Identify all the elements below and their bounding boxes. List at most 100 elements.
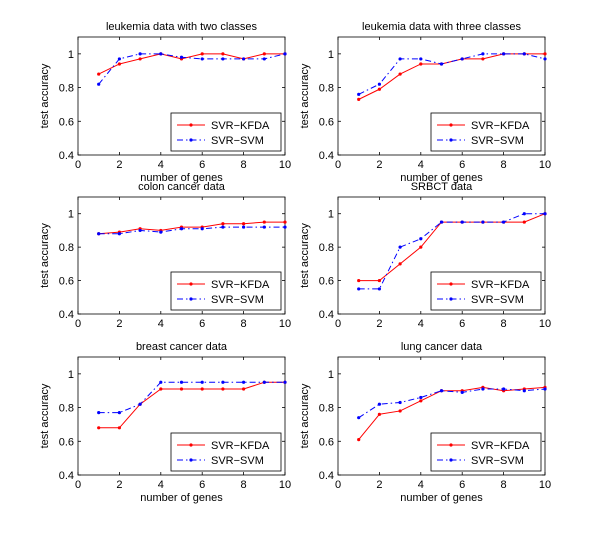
x-axis-label: number of genes [140,492,223,504]
legend-marker [189,123,193,127]
legend-marker [449,138,453,142]
axes-frame [77,356,286,476]
data-point [460,220,464,224]
x-tick-label: 0 [75,318,81,330]
y-tick-label: 1 [68,49,74,61]
y-tick-label: 0.4 [319,309,334,321]
legend-marker [449,297,453,301]
data-point [262,220,266,224]
legend-label: SVR−SVM [211,294,264,306]
x-tick-label: 0 [75,159,81,171]
y-tick-label: 0.4 [59,309,74,321]
data-point [502,387,506,391]
data-point [97,82,101,86]
y-tick-label: 1 [68,369,74,381]
data-point [200,387,204,391]
x-tick-label: 8 [241,159,247,171]
legend-marker [189,443,193,447]
legend-box [430,112,542,152]
legend-label: SVR−KFDA [471,279,530,291]
x-tick-label: 4 [418,479,424,491]
legend-marker [189,138,193,142]
data-point [117,232,121,236]
data-point [221,57,225,61]
data-point [481,387,485,391]
x-tick-label: 4 [418,318,424,330]
data-point [419,57,423,61]
series-line-svr-svm [358,213,545,290]
data-point [242,380,246,384]
series-line-svr-kfda [98,221,285,235]
x-tick-label: 2 [116,318,122,330]
data-point [398,245,402,249]
y-tick-label: 0.8 [59,403,74,415]
series-line-svr-svm [358,388,546,419]
data-point [357,287,361,291]
data-point [117,411,121,415]
y-tick-label: 1 [328,209,334,221]
y-tick-label: 0.6 [319,436,334,448]
legend-label: SVR−KFDA [211,440,270,452]
x-tick-label: 10 [279,479,291,491]
series-line-svr-svm [98,53,286,85]
y-tick-label: 0.6 [59,436,74,448]
data-point [262,380,266,384]
data-point [481,220,485,224]
data-point [283,220,287,224]
data-point [357,416,361,420]
data-point [117,426,121,430]
x-tick-label: 4 [158,318,164,330]
y-axis-label: test accuracy [299,63,311,128]
subplot-6: 0 2 4 6 8 10 0.4 0.6 0.8 1 lung cancer data number … [299,341,551,504]
data-point [419,62,423,66]
y-tick-label: 0.6 [59,276,74,288]
y-tick-label: 1 [328,49,334,61]
x-axis-label: number of genes [140,172,223,184]
data-point [377,412,381,416]
y-tick-label: 0.4 [59,470,74,482]
legend-label: SVR−SVM [211,455,264,467]
chart-title: breast cancer data [136,341,228,353]
y-tick-label: 0.8 [59,242,74,254]
data-point [262,57,266,61]
y-axis-label: test accuracy [299,383,311,448]
data-point [398,409,402,413]
data-point [200,227,204,231]
y-axis-label: test accuracy [39,383,51,448]
data-point [377,402,381,406]
axes-frame [77,36,286,156]
series-line-svr-svm [98,226,285,235]
data-point [398,262,402,266]
data-point [179,55,184,59]
y-tick-label: 1 [328,369,334,381]
data-point [138,57,142,61]
x-tick-label: 8 [501,318,507,330]
data-point [377,82,381,86]
data-point [117,57,121,61]
subplot-3: 0 2 4 6 8 10 0.4 0.6 0.8 1 colon cancer data test a… [39,181,291,330]
legend-box [170,112,282,152]
legend-label: SVR−KFDA [471,120,530,132]
x-tick-label: 10 [539,159,551,171]
x-tick-label: 6 [199,479,205,491]
data-point [97,232,101,236]
axes-frame [337,196,546,315]
data-point [242,225,246,229]
series-line-svr-kfda [358,53,545,100]
y-tick-label: 0.6 [59,116,74,128]
data-point [138,228,142,233]
series-line-svr-kfda [98,53,285,75]
x-tick-label: 8 [241,479,247,491]
data-point [522,52,526,56]
axes-frame [337,356,546,476]
legend-label: SVR−SVM [471,294,524,306]
legend: SVR−KFDA SVR−SVM [170,271,282,311]
data-point [357,92,361,96]
x-axis-label: number of genes [400,492,483,504]
data-point [262,52,266,56]
x-tick-label: 0 [75,479,81,491]
x-tick-label: 0 [335,479,341,491]
data-point [159,52,163,56]
data-point [357,97,361,101]
